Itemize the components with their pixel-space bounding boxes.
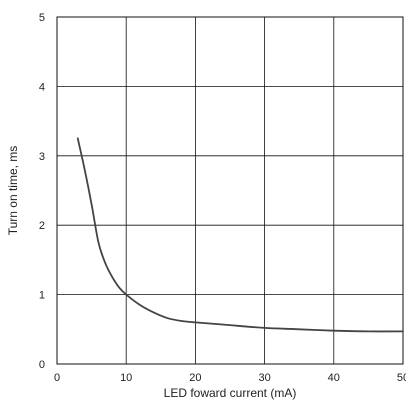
- y-tick-label: 0: [39, 359, 45, 371]
- x-tick-label: 50: [397, 372, 406, 384]
- plot-frame: [56, 16, 404, 365]
- x-tick-label: 10: [120, 372, 132, 384]
- y-tick-label: 1: [39, 290, 45, 302]
- y-tick-label: 5: [39, 12, 45, 24]
- x-axis-label: LED foward current (mA): [164, 386, 297, 400]
- x-tick-label: 40: [328, 372, 340, 384]
- y-tick-labels: 0 1 2 3 4 5: [39, 12, 45, 371]
- y-tick-label: 4: [39, 81, 45, 93]
- series-line: [76, 137, 404, 333]
- x-tick-labels: 0 10 20 30 40 50: [54, 372, 406, 384]
- x-tick-label: 30: [258, 372, 270, 384]
- y-axis-label: Turn on time, ms: [6, 146, 20, 236]
- grid-lines: [57, 17, 403, 364]
- y-tick-label: 3: [39, 151, 45, 163]
- y-tick-label: 2: [39, 220, 45, 232]
- x-tick-label: 0: [54, 372, 60, 384]
- x-tick-label: 20: [189, 372, 201, 384]
